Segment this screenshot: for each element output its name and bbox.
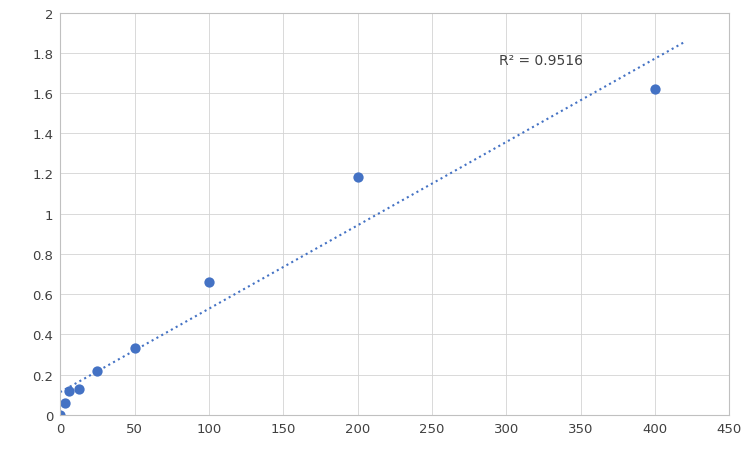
Point <box>91 367 103 374</box>
Point <box>352 175 364 182</box>
Point <box>649 86 661 93</box>
Point <box>54 411 66 419</box>
Point <box>73 385 85 392</box>
Point <box>203 279 215 286</box>
Point <box>63 387 75 395</box>
Text: R² = 0.9516: R² = 0.9516 <box>499 54 583 68</box>
Point <box>59 399 71 406</box>
Point <box>129 345 141 352</box>
